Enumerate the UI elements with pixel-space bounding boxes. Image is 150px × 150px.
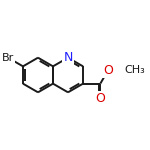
- Text: O: O: [95, 92, 105, 105]
- Text: Br: Br: [2, 53, 14, 63]
- Text: N: N: [63, 51, 73, 64]
- Text: O: O: [103, 64, 113, 77]
- Text: CH₃: CH₃: [124, 65, 145, 75]
